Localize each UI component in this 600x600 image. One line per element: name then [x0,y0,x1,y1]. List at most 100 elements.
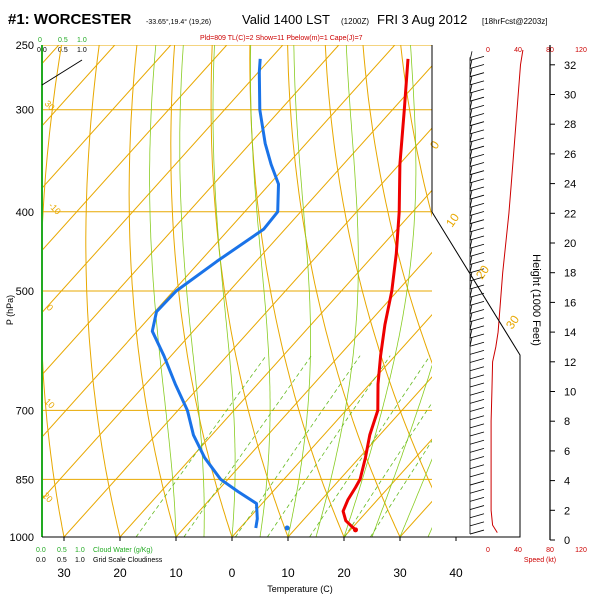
wind-speed-tick-bottom-2: 80 [546,547,554,554]
isotherm-label: 10 [443,210,462,229]
wind-speed-tick-top-3: 120 [575,47,587,54]
wind-barb [469,358,485,363]
cloud-water-top-1: 0.5 [58,37,68,44]
wind-barb-staff [469,64,485,69]
wind-barb-staff [469,292,485,298]
cloudiness-bottom-1: 0.5 [57,557,67,564]
isotherm-line [0,45,3,537]
wind-barb-staff [469,497,485,502]
wind-barb-staff [469,162,485,167]
isotherm-line [42,45,172,189]
wind-barb [469,230,485,241]
wind-barb-staff [469,341,485,347]
wind-barb-staff [469,96,485,102]
wind-barb [469,464,485,470]
wind-barb-staff [469,260,485,265]
wind-barb [469,366,485,372]
wind-barb-staff [469,309,485,314]
wind-barb-staff [469,349,485,355]
wind-barb-staff [469,284,485,290]
dry-adiabat [128,45,177,537]
dry-adiabat [400,45,432,218]
temperature-tick-label: 20 [337,566,351,580]
wind-barb-staff [469,480,485,486]
wind-barb-staff [469,521,485,527]
temperature-tick-label: 10 [169,566,183,580]
mixing-ratio-label: 20 [371,541,381,550]
wind-barb-staff [469,145,485,151]
sounding-profiles [150,58,410,533]
wind-barb-staff [469,325,485,331]
height-axis-title: Height (1000 Feet) [530,254,542,346]
cloudiness-bottom-2: 1.0 [75,557,85,564]
temperature-tick-label: 0 [229,566,236,580]
wind-barb-staff [469,227,485,233]
station-title: #1: WORCESTER [8,11,132,28]
dry-adiabat [249,45,345,537]
wind-barb-staff [469,448,485,453]
isotherm-line [119,189,432,537]
pressure-tick-label: 850 [16,474,34,486]
wind-barb [469,320,485,331]
moist-adiabat [371,364,432,537]
wind-barb [469,472,485,478]
cloudiness-top-2: 1.0 [77,47,87,54]
mixing-ratio-line [135,355,267,537]
wind-barb [469,198,485,208]
wind-barb-staff [469,235,485,241]
wind-barb [469,83,485,94]
wind-barb [469,488,485,494]
forecast-date: FRI 3 Aug 2012 [377,12,467,27]
wind-barb [469,206,485,216]
height-tick-label: 0 [564,535,570,547]
height-tick-label: 6 [564,446,570,458]
isotherm-line [42,45,396,438]
wind-barb-staff [469,317,485,323]
isotherm-line [42,45,284,314]
wind-barb-staff [469,488,485,494]
wind-barb [469,181,485,192]
dry-adiabat [287,45,401,537]
height-tick-label: 8 [564,416,570,428]
moist-adiabat [250,45,271,537]
wind-barb-staff [469,439,485,445]
dry-adiabat-label: -10 [47,200,63,216]
temperature-tick-label: 30 [393,566,407,580]
wind-barb [469,337,485,347]
cloudiness-diagonal [41,59,83,86]
wind-barb-staff [469,129,485,135]
mixing-ratio-line [235,355,361,537]
wind-barb-staff [469,251,485,257]
height-tick-label: 18 [564,268,576,280]
wind-barb [469,59,485,69]
height-tick-label: 24 [564,179,576,191]
wind-barb-staff [469,268,485,274]
moist-adiabat [287,45,311,537]
dewpoint-profile-line [150,58,280,529]
height-tick-label: 20 [564,238,576,250]
dry-adiabat-label: 0 [45,302,56,313]
moist-adiabat [343,45,417,537]
wind-barb [469,456,485,461]
dry-adiabat [85,45,121,537]
height-tick-label: 4 [564,476,570,488]
wind-barb [469,398,485,404]
wind-barb [469,92,485,102]
wind-barb-staff [469,276,485,282]
wind-barb [469,328,485,339]
wind-barb-staff [469,153,485,159]
cloudiness-top-1: 0.5 [58,47,68,54]
stability-subtitle: Pld=809 TL(C)=2 Show=11 Pbelow(m)=1 Cape… [200,35,363,42]
dry-adiabat [514,45,600,537]
wind-barb-staff [469,137,485,143]
temperature-tick-label: 30 [57,566,71,580]
dry-adiabat [324,45,432,489]
moist-adiabat [399,458,432,537]
valid-time: Valid 1400 LST [242,12,330,27]
wind-barb-staff [469,333,485,339]
height-tick-label: 22 [564,208,576,220]
wind-barb-staff [469,178,485,184]
wind-barb-staff [469,358,485,363]
cloud-water-bottom-0: 0.0 [36,547,46,554]
